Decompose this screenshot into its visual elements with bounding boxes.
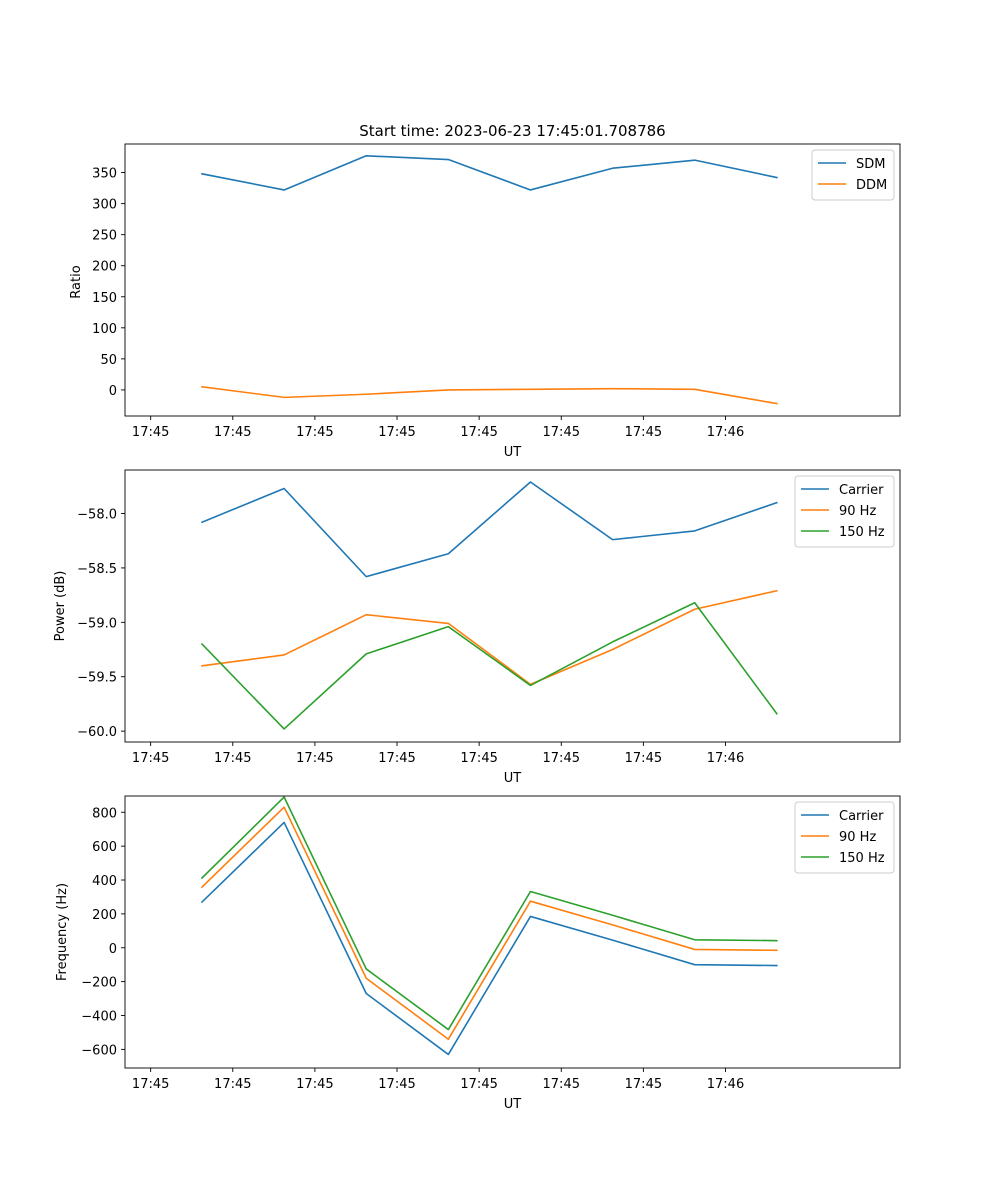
legend-entry: Carrier: [839, 809, 884, 824]
series-line-carrier: [200, 481, 778, 578]
x-tick-label: 17:45: [296, 1077, 333, 1092]
y-tick-label: 150: [92, 291, 117, 306]
series-line-ddm: [201, 385, 778, 405]
x-tick-label: 17:45: [214, 1077, 251, 1092]
y-tick-label: 250: [92, 229, 117, 244]
x-tick-label: 17:45: [132, 1077, 169, 1092]
y-tick-label: 800: [92, 806, 117, 821]
x-tick-label: 17:45: [543, 751, 580, 766]
x-tick-label: 17:45: [378, 751, 415, 766]
legend-entry: Carrier: [839, 483, 884, 498]
y-axis-label: Frequency (Hz): [55, 883, 70, 981]
series-line-150-hz: [200, 796, 778, 1031]
y-tick-label: −400: [81, 1009, 117, 1024]
legend-box: [794, 475, 895, 548]
x-tick-label: 17:45: [543, 425, 580, 440]
y-tick-label: −59.0: [77, 616, 117, 631]
x-tick-label: 17:45: [214, 425, 251, 440]
x-tick-label: 17:45: [132, 425, 169, 440]
power-panel: UT Power (dB) 17:45 17:45 17:45 17:45 17:45 1…: [53, 469, 901, 786]
y-tick-label: −200: [81, 976, 117, 991]
x-axis-label: UT: [504, 771, 522, 786]
y-tick-label: −600: [81, 1043, 117, 1058]
y-tick-label: 200: [92, 260, 117, 275]
x-tick-label: 17:45: [296, 425, 333, 440]
y-tick-label: 600: [92, 840, 117, 855]
y-tick-label: 100: [92, 322, 117, 337]
series-line-carrier: [200, 821, 778, 1056]
y-tick-label: 200: [92, 908, 117, 923]
x-tick-label: 17:45: [625, 425, 662, 440]
y-tick-label: 400: [92, 874, 117, 889]
frequency-panel: UT Frequency (Hz) 17:45 17:45 17:45 17:45 17…: [55, 795, 901, 1112]
x-axis-label: UT: [504, 1097, 522, 1112]
y-tick-label: 350: [92, 167, 117, 182]
y-tick-label: −60.0: [77, 725, 117, 740]
axes-frame: [124, 143, 901, 417]
legend-entry: 150 Hz: [839, 525, 885, 540]
x-tick-label: 17:46: [707, 425, 744, 440]
x-tick-label: 17:45: [296, 751, 333, 766]
axes-frame: [124, 795, 901, 1069]
y-tick-label: 0: [109, 384, 117, 399]
ratio-panel: Start time: 2023-06-23 17:45:01.708786 U…: [69, 122, 901, 460]
y-axis-label: Power (dB): [53, 571, 68, 642]
x-tick-label: 17:45: [543, 1077, 580, 1092]
series-line-sdm: [201, 155, 778, 191]
power-plot-area: 17:45 17:45 17:45 17:45 17:45 17:45 17:45 17:46…: [77, 469, 901, 766]
y-tick-label: −59.5: [77, 671, 117, 686]
frequency-plot-area: 17:45 17:45 17:45 17:45 17:45 17:45 17:45 17:46…: [81, 795, 901, 1092]
y-tick-label: −58.5: [77, 562, 117, 577]
x-axis-label: UT: [504, 445, 522, 460]
y-tick-label: −58.0: [77, 508, 117, 523]
legend-entry: 90 Hz: [839, 504, 876, 519]
y-tick-label: 50: [100, 353, 117, 368]
x-tick-label: 17:46: [707, 751, 744, 766]
ratio-plot-area: 17:45 17:45 17:45 17:45 17:45 17:45 17:45 17:46…: [92, 143, 901, 440]
axes-frame: [124, 469, 901, 743]
x-tick-label: 17:45: [460, 1077, 497, 1092]
legend-entry: 150 Hz: [839, 851, 885, 866]
legend-box: [794, 801, 895, 874]
x-tick-label: 17:45: [378, 425, 415, 440]
y-tick-label: 300: [92, 198, 117, 213]
chart-title: Start time: 2023-06-23 17:45:01.708786: [359, 122, 665, 140]
y-axis-label: Ratio: [69, 265, 84, 298]
series-line-90-hz: [201, 589, 778, 686]
y-tick-label: 0: [109, 942, 117, 957]
x-tick-label: 17:45: [378, 1077, 415, 1092]
legend-entry: SDM: [856, 157, 885, 172]
x-tick-label: 17:45: [214, 751, 251, 766]
x-tick-label: 17:45: [625, 751, 662, 766]
legend-entry: DDM: [856, 178, 887, 193]
x-tick-label: 17:45: [460, 425, 497, 440]
x-tick-label: 17:45: [460, 751, 497, 766]
x-tick-label: 17:46: [707, 1077, 744, 1092]
series-line-150-hz: [200, 601, 778, 730]
x-tick-label: 17:45: [625, 1077, 662, 1092]
x-tick-label: 17:45: [132, 751, 169, 766]
series-line-90-hz: [200, 806, 778, 1041]
legend-entry: 90 Hz: [839, 830, 876, 845]
